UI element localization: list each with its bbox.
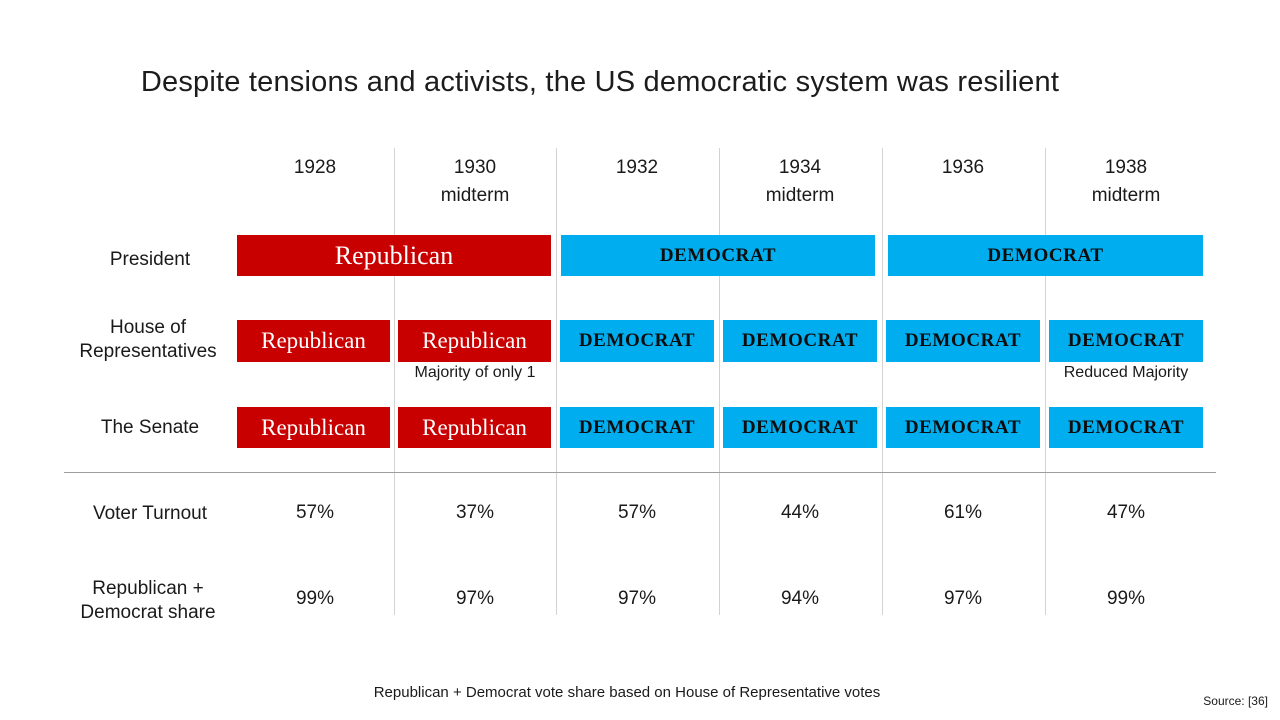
share-value-1936: 97% xyxy=(943,588,983,609)
senate-cell-1938: DEMOCRAT xyxy=(1049,407,1203,448)
share-value-1928: 99% xyxy=(295,588,335,609)
year-label: 1934 xyxy=(778,157,822,178)
annotation-majority-of-only-1: Majority of only 1 xyxy=(414,364,536,381)
column-header-1932: 1932 xyxy=(557,154,717,182)
share-value-1934: 94% xyxy=(780,588,820,609)
year-label: 1936 xyxy=(941,157,985,178)
share-value-1938: 99% xyxy=(1106,588,1146,609)
source-reference: Source: [36] xyxy=(1203,694,1268,708)
house-cell-1930: Republican xyxy=(398,320,551,362)
year-label: 1938 xyxy=(1104,157,1148,178)
president-box-1928-1930: Republican xyxy=(237,235,551,276)
annotation-reduced-majority: Reduced Majority xyxy=(1063,364,1189,381)
column-separator-5 xyxy=(1045,148,1046,615)
share-value-1930: 97% xyxy=(455,588,495,609)
turnout-value-1934: 44% xyxy=(780,502,820,523)
house-cell-1928: Republican xyxy=(237,320,390,362)
turnout-value-1928: 57% xyxy=(295,502,335,523)
column-header-1938: 1938 midterm xyxy=(1046,154,1206,210)
senate-cell-1934: DEMOCRAT xyxy=(723,407,877,448)
house-cell-1932: DEMOCRAT xyxy=(560,320,714,362)
share-value-1932: 97% xyxy=(617,588,657,609)
footnote: Republican + Democrat vote share based o… xyxy=(373,684,881,701)
turnout-value-1938: 47% xyxy=(1106,502,1146,523)
year-label: 1930 xyxy=(453,157,497,178)
column-separator-2 xyxy=(556,148,557,615)
row-label-president: President xyxy=(109,249,191,270)
year-label: 1932 xyxy=(615,157,659,178)
house-cell-1934: DEMOCRAT xyxy=(723,320,877,362)
president-box-1936-1938: DEMOCRAT xyxy=(888,235,1203,276)
year-sublabel: midterm xyxy=(1091,185,1161,206)
house-cell-1938: DEMOCRAT xyxy=(1049,320,1203,362)
column-separator-1 xyxy=(394,148,395,615)
column-separator-3 xyxy=(719,148,720,615)
row-label-house: House of Representatives xyxy=(79,317,217,362)
section-divider-line xyxy=(64,472,1216,473)
year-sublabel: midterm xyxy=(765,185,835,206)
column-header-1936: 1936 xyxy=(883,154,1043,182)
row-label-share: Republican + Democrat share xyxy=(80,578,216,623)
turnout-value-1936: 61% xyxy=(943,502,983,523)
column-header-1928: 1928 xyxy=(235,154,395,182)
senate-cell-1932: DEMOCRAT xyxy=(560,407,714,448)
turnout-value-1930: 37% xyxy=(455,502,495,523)
president-box-1932-1934: DEMOCRAT xyxy=(561,235,875,276)
senate-cell-1930: Republican xyxy=(398,407,551,448)
slide-title: Despite tensions and activists, the US d… xyxy=(140,66,1060,98)
column-separator-4 xyxy=(882,148,883,615)
column-header-1930: 1930 midterm xyxy=(395,154,555,210)
senate-cell-1936: DEMOCRAT xyxy=(886,407,1040,448)
row-label-senate: The Senate xyxy=(100,417,200,438)
senate-cell-1928: Republican xyxy=(237,407,390,448)
year-label: 1928 xyxy=(293,157,337,178)
year-sublabel: midterm xyxy=(440,185,510,206)
column-header-1934: 1934 midterm xyxy=(720,154,880,210)
turnout-value-1932: 57% xyxy=(617,502,657,523)
row-label-turnout: Voter Turnout xyxy=(92,503,208,524)
house-cell-1936: DEMOCRAT xyxy=(886,320,1040,362)
